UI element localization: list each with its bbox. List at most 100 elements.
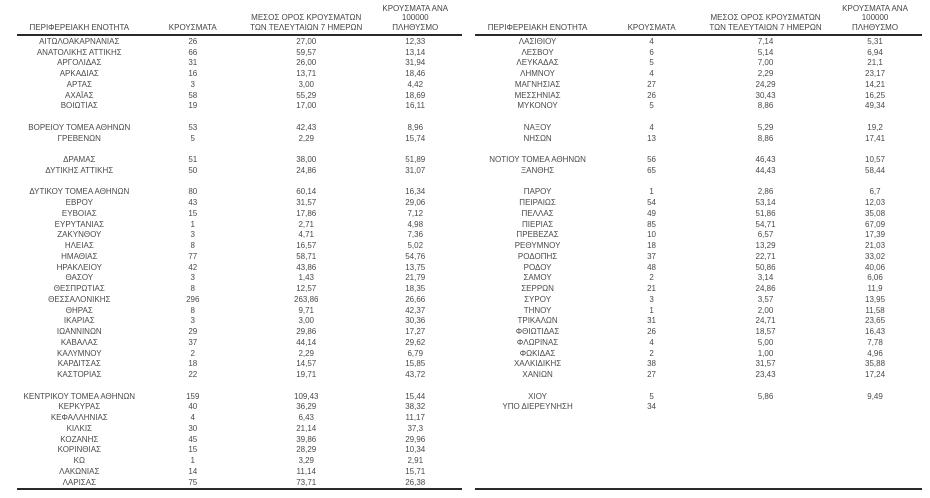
cell-avg-7days: 24,29	[755, 79, 776, 89]
header-cases: ΚΡΟΥΣΜΑΤΑ	[627, 22, 676, 32]
table-row: ΚΑΡΔΙΤΣΑΣ 18 14,57 15,85	[17, 359, 462, 370]
cell-cases: 49	[647, 208, 656, 218]
cell-cases: 45	[188, 434, 198, 444]
spacer-row	[475, 380, 922, 391]
cell-cases: 19	[188, 101, 198, 111]
cell-regional-unit: ΚΩ	[73, 456, 85, 466]
cell-avg-7days: 3,14	[757, 273, 774, 283]
spacer-row	[17, 176, 462, 187]
table-row: ΤΗΝΟΥ 1 2,00 11,58	[475, 305, 922, 316]
header-avg-7days: ΜΕΣΟΣ ΟΡΟΣ ΚΡΟΥΣΜΑΤΩΝ ΤΩΝ ΤΕΛΕΥΤΑΙΩΝ 7 Η…	[250, 13, 363, 32]
cell-avg-7days: 13,29	[755, 241, 776, 251]
cell-regional-unit: ΗΛΕΙΑΣ	[64, 241, 94, 251]
cell-regional-unit: ΡΕΘΥΜΝΟΥ	[514, 241, 561, 251]
cell-avg-7days: 2,29	[757, 69, 774, 79]
cell-avg-7days: 16,57	[296, 241, 317, 251]
cell-regional-unit: ΚΑΛΥΜΝΟΥ	[57, 348, 102, 358]
cell-avg-7days: 36,29	[296, 402, 317, 412]
cell-avg-7days: 6,43	[298, 413, 315, 423]
cell-regional-unit: ΚΑΒΑΛΑΣ	[60, 337, 98, 347]
table-row: ΕΥΡΥΤΑΝΙΑΣ 1 2,71 4,98	[17, 219, 462, 230]
cell-avg-7days: 3,00	[298, 79, 315, 89]
cell-avg-7days: 22,71	[755, 251, 776, 261]
cell-cases: 34	[647, 402, 656, 412]
cell-regional-unit: ΙΚΑΡΙΑΣ	[63, 316, 95, 326]
cell-regional-unit: ΕΥΡΥΤΑΝΙΑΣ	[54, 219, 104, 229]
cell-per-100k: 4,96	[867, 348, 883, 358]
cell-regional-unit: ΛΑΚΩΝΙΑΣ	[59, 466, 100, 476]
cell-per-100k: 18,46	[405, 69, 426, 79]
cell-regional-unit: ΤΡΙΚΑΛΩΝ	[517, 316, 558, 326]
cell-per-100k: 11,17	[405, 413, 425, 423]
cell-avg-7days: 58,71	[296, 251, 317, 261]
table-row: ΔΡΑΜΑΣ 51 38,00 51,89	[17, 154, 462, 165]
table-row: ΜΑΓΝΗΣΙΑΣ 27 24,29 14,21	[475, 79, 922, 90]
cell-cases: 3	[190, 230, 195, 240]
cell-per-100k: 31,94	[405, 58, 426, 68]
cell-regional-unit: ΒΟΡΕΙΟΥ ΤΟΜΕΑ ΑΘΗΝΩΝ	[28, 122, 131, 132]
cell-per-100k: 7,78	[867, 337, 883, 347]
cell-cases: 75	[188, 477, 198, 487]
table-row: ΚΕΝΤΡΙΚΟΥ ΤΟΜΕΑ ΑΘΗΝΩΝ 159 109,43 15,44	[17, 391, 462, 402]
cell-cases: 13	[647, 133, 656, 143]
cell-avg-7days: 5,29	[757, 122, 774, 132]
cell-cases: 42	[188, 262, 198, 272]
cell-regional-unit: ΓΡΕΒΕΝΩΝ	[57, 133, 101, 143]
table-row: ΑΧΑΪΑΣ 58 55,29 18,69	[17, 90, 462, 101]
table-header-row: ΠΕΡΙΦΕΡΕΙΑΚΗ ΕΝΟΤΗΤΑ ΚΡΟΥΣΜΑΤΑ ΜΕΣΟΣ ΟΡΟ…	[475, 4, 922, 36]
cell-regional-unit: ΘΕΣΣΑΛΟΝΙΚΗΣ	[48, 294, 111, 304]
table-row: ΡΟΔΟΥ 48 50,86 40,06	[475, 262, 922, 273]
cell-regional-unit: ΗΡΑΚΛΕΙΟΥ	[56, 262, 102, 272]
table-row: ΘΗΡΑΣ 8 9,71 42,37	[17, 305, 462, 316]
cell-regional-unit: ΚΕΦΑΛΛΗΝΙΑΣ	[50, 413, 108, 423]
cell-per-100k: 12,03	[865, 198, 886, 208]
cell-cases: 1	[649, 305, 654, 315]
cell-cases: 18	[188, 359, 198, 369]
cell-per-100k: 42,37	[405, 305, 426, 315]
cell-per-100k: 18,69	[405, 90, 426, 100]
cell-avg-7days: 26,00	[296, 58, 317, 68]
cell-cases: 40	[188, 402, 198, 412]
table-row: ΗΜΑΘΙΑΣ 77 58,71 54,76	[17, 251, 462, 262]
cell-per-100k: 33,02	[865, 251, 886, 261]
table-row: ΗΡΑΚΛΕΙΟΥ 42 43,86 13,75	[17, 262, 462, 273]
cell-cases: 58	[188, 90, 198, 100]
cell-regional-unit: ΛΕΥΚΑΔΑΣ	[516, 58, 559, 68]
cell-cases: 3	[649, 294, 654, 304]
spacer-row	[475, 144, 922, 155]
cell-cases: 3	[190, 316, 195, 326]
cell-per-100k: 29,06	[405, 198, 426, 208]
table-row: ΠΑΡΟΥ 1 2,86 6,7	[475, 187, 922, 198]
spacer-row	[475, 412, 922, 423]
cell-regional-unit: ΕΥΒΟΙΑΣ	[61, 208, 97, 218]
header-per-100k: ΚΡΟΥΣΜΑΤΑ ΑΝΑ 100000 ΠΛΗΘΥΣΜΟ	[382, 3, 449, 32]
cell-cases: 26	[647, 90, 656, 100]
cell-regional-unit: ΦΘΙΩΤΙΔΑΣ	[515, 327, 560, 337]
cell-regional-unit: ΚΑΣΤΟΡΙΑΣ	[57, 370, 102, 380]
cell-cases: 30	[188, 423, 198, 433]
cell-cases: 296	[186, 294, 200, 304]
cell-regional-unit: ΜΥΚΟΝΟΥ	[517, 101, 558, 111]
cell-cases: 37	[647, 251, 656, 261]
cell-regional-unit: ΑΡΚΑΔΙΑΣ	[59, 69, 99, 79]
cell-per-100k: 13,14	[405, 47, 426, 57]
spacer-row	[17, 380, 462, 391]
header-avg-7days: ΜΕΣΟΣ ΟΡΟΣ ΚΡΟΥΣΜΑΤΩΝ ΤΩΝ ΤΕΛΕΥΤΑΙΩΝ 7 Η…	[709, 13, 822, 32]
cell-avg-7days: 38,00	[296, 155, 317, 165]
cell-cases: 65	[647, 165, 656, 175]
cell-regional-unit: ΑΡΤΑΣ	[66, 79, 92, 89]
cell-regional-unit: ΒΟΙΩΤΙΑΣ	[60, 101, 98, 111]
cell-per-100k: 43,72	[405, 370, 426, 380]
cell-per-100k: 17,27	[405, 327, 426, 337]
cell-per-100k: 21,79	[405, 273, 426, 283]
header-regional-unit: ΠΕΡΙΦΕΡΕΙΑΚΗ ΕΝΟΤΗΤΑ	[29, 22, 130, 32]
table-body-left: ΑΙΤΩΛΟΑΚΑΡΝΑΝΙΑΣ 26 27,00 12,33 ΑΝΑΤΟΛΙΚΗΣ Α…	[17, 36, 462, 490]
cell-cases: 29	[188, 327, 198, 337]
cell-cases: 26	[188, 36, 198, 46]
cell-cases: 1	[190, 219, 195, 229]
table-row: ΚΩ 1 3,29 2,91	[17, 455, 462, 466]
spacer-row	[17, 144, 462, 155]
table-row: ΛΑΣΙΘΙΟΥ 4 7,14 5,31	[475, 36, 922, 47]
table-row: ΧΙΟΥ 5 5,86 9,49	[475, 391, 922, 402]
